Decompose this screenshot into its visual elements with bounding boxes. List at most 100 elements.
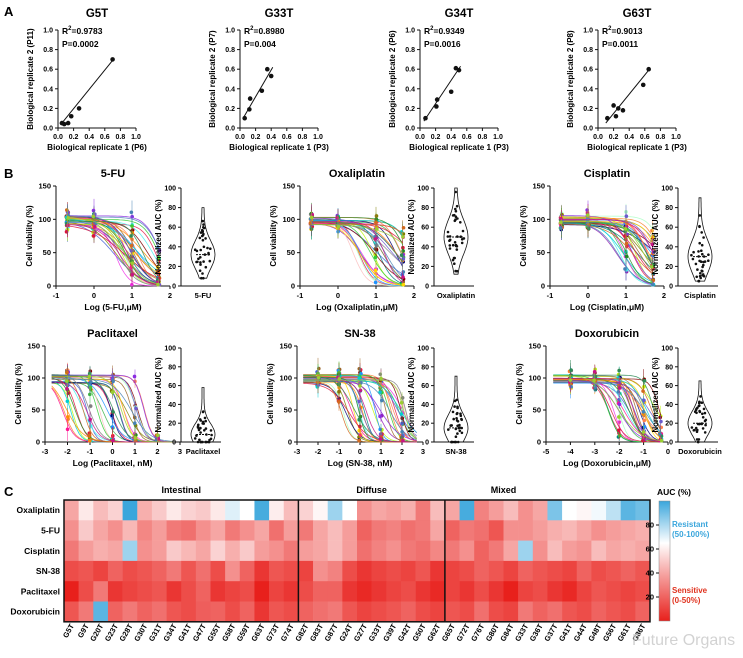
data-point	[593, 374, 598, 379]
violin-point	[207, 440, 211, 444]
heatmap-cell	[195, 581, 211, 602]
violin-point	[707, 259, 710, 263]
violin-point	[456, 217, 459, 220]
heatmap-cell	[239, 500, 255, 521]
violin-point	[694, 426, 698, 430]
data-point	[378, 372, 383, 377]
heatmap-cell	[532, 560, 548, 582]
violin-point	[454, 435, 458, 439]
heatmap-cell	[93, 500, 109, 521]
violin-point	[199, 261, 202, 264]
panel-label-c: C	[4, 484, 14, 499]
heatmap-cell	[298, 601, 314, 623]
heatmap-cell	[606, 581, 621, 602]
data-point	[65, 370, 69, 375]
colorbar	[658, 500, 671, 622]
data-point	[335, 215, 339, 220]
heatmap-column-label: G55T	[205, 622, 222, 643]
heatmap-cell	[195, 601, 211, 623]
violin-point	[453, 405, 456, 408]
heatmap-row-label: Paclitaxel	[21, 586, 60, 596]
heatmap-cell	[371, 500, 387, 521]
heatmap-cell	[78, 601, 94, 623]
fit-curve	[561, 220, 653, 282]
violin-point	[448, 239, 451, 242]
violin-point	[197, 257, 200, 261]
data-point	[559, 225, 563, 230]
violin-point	[460, 431, 464, 435]
violin-category-label: Paclitaxel	[186, 447, 221, 456]
heatmap-cell	[474, 500, 490, 521]
heatmap-column-label: G28T	[117, 622, 134, 643]
heatmap-cell	[459, 500, 475, 521]
heatmap-cell	[576, 581, 592, 602]
heatmap-cell	[269, 581, 285, 602]
fit-curve	[311, 221, 403, 283]
dose-response-title: Oxaliplatin	[329, 168, 386, 180]
x-tick-label: 0	[92, 291, 96, 300]
data-point	[642, 384, 646, 389]
data-point	[615, 106, 621, 111]
data-point	[592, 369, 597, 374]
data-point	[65, 120, 71, 126]
data-point	[68, 113, 74, 119]
data-point	[336, 224, 341, 229]
heatmap-cell	[503, 560, 519, 582]
data-point	[623, 227, 628, 231]
heatmap-cell	[151, 601, 167, 623]
violin-point	[450, 424, 454, 427]
data-point	[401, 257, 406, 261]
heatmap-cell	[459, 540, 475, 562]
data-point	[268, 73, 274, 79]
violin-point	[203, 253, 207, 256]
x-tick-label: 0.0	[593, 134, 603, 141]
heatmap-cell	[459, 581, 475, 602]
data-point	[132, 421, 137, 425]
heatmap-cell	[64, 601, 79, 623]
fit-curve	[67, 220, 159, 279]
heatmap-cell	[415, 500, 431, 521]
fit-curve	[561, 218, 653, 253]
violin-point	[458, 429, 462, 433]
data-point	[434, 104, 439, 109]
y-axis-title: Biological replicate 2 (P7)	[208, 30, 217, 128]
heatmap-cell	[518, 520, 534, 541]
heatmap-cell	[547, 540, 563, 562]
violin-outline	[687, 197, 713, 282]
data-point	[259, 88, 265, 94]
heatmap-cell	[195, 520, 211, 541]
y-tick-label: 20	[665, 421, 673, 428]
violin-point	[198, 236, 202, 240]
resistant-label: Resistant	[672, 520, 708, 529]
heatmap-cell	[576, 500, 592, 521]
y-tick-label: 100	[279, 374, 292, 383]
violin-point	[694, 262, 698, 266]
x-axis-title: Log (Oxaliplatin,μM)	[316, 302, 398, 312]
heatmap-cell	[591, 500, 607, 521]
heatmap-cell	[313, 601, 328, 623]
heatmap-cell	[269, 500, 285, 521]
data-point	[88, 417, 92, 422]
y-tick-label: 0.8	[583, 47, 593, 54]
heatmap-cell	[386, 520, 402, 541]
y-tick-label: 0.6	[583, 67, 593, 74]
heatmap-cell	[547, 581, 563, 602]
x-tick-label: 0	[358, 447, 362, 456]
heatmap-cell	[444, 601, 460, 623]
heatmap-cell	[459, 520, 475, 541]
heatmap-column-label: G82T	[293, 622, 310, 643]
data-point	[569, 368, 573, 372]
heatmap-cell	[239, 581, 255, 602]
violin-point	[454, 215, 458, 218]
violin-point	[696, 268, 699, 271]
violin-point	[700, 269, 703, 273]
data-point	[423, 115, 428, 121]
heatmap-cell	[562, 601, 578, 623]
scatter-title: G5T	[86, 8, 108, 20]
data-point	[641, 430, 646, 434]
y-tick-label: 150	[282, 182, 295, 191]
heatmap-cell	[620, 601, 636, 623]
